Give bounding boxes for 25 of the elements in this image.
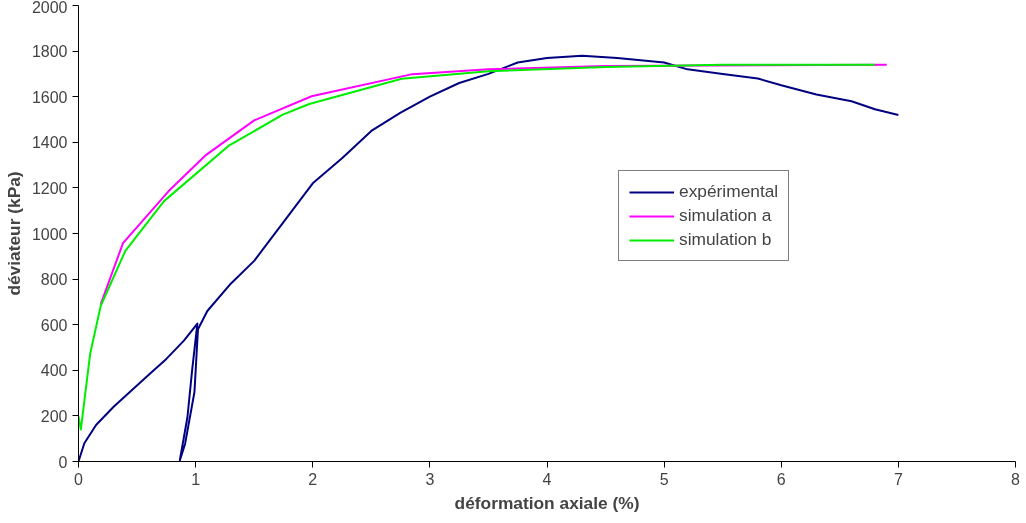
y-tick-label: 0 <box>58 453 68 471</box>
y-tick-label: 600 <box>40 316 68 334</box>
y-tick-label: 2000 <box>31 0 68 16</box>
x-tick-label: 5 <box>659 470 669 488</box>
y-tick-label: 1800 <box>31 43 68 61</box>
x-axis-title: déformation axiale (%) <box>454 492 640 513</box>
y-tick-label: 400 <box>40 362 68 380</box>
x-tick-label: 8 <box>1011 470 1021 488</box>
y-tick-label: 1000 <box>31 225 68 243</box>
legend-label: expérimental <box>679 181 779 202</box>
x-tick-label: 0 <box>74 470 84 488</box>
y-tick-label: 200 <box>40 407 68 425</box>
y-tick-label: 1600 <box>31 88 68 106</box>
x-tick-label: 2 <box>308 470 318 488</box>
x-tick-label: 4 <box>542 470 552 488</box>
legend-label: simulation a <box>679 205 772 226</box>
y-tick-label: 800 <box>40 271 68 289</box>
y-tick-label: 1200 <box>31 179 68 197</box>
legend-label: simulation b <box>679 229 772 250</box>
y-axis-title: déviateur (kPa) <box>3 171 24 296</box>
y-tick-label: 1400 <box>31 134 68 152</box>
x-tick-label: 3 <box>425 470 435 488</box>
x-tick-label: 7 <box>893 470 903 488</box>
x-tick-label: 1 <box>191 470 201 488</box>
x-tick-label: 6 <box>776 470 786 488</box>
